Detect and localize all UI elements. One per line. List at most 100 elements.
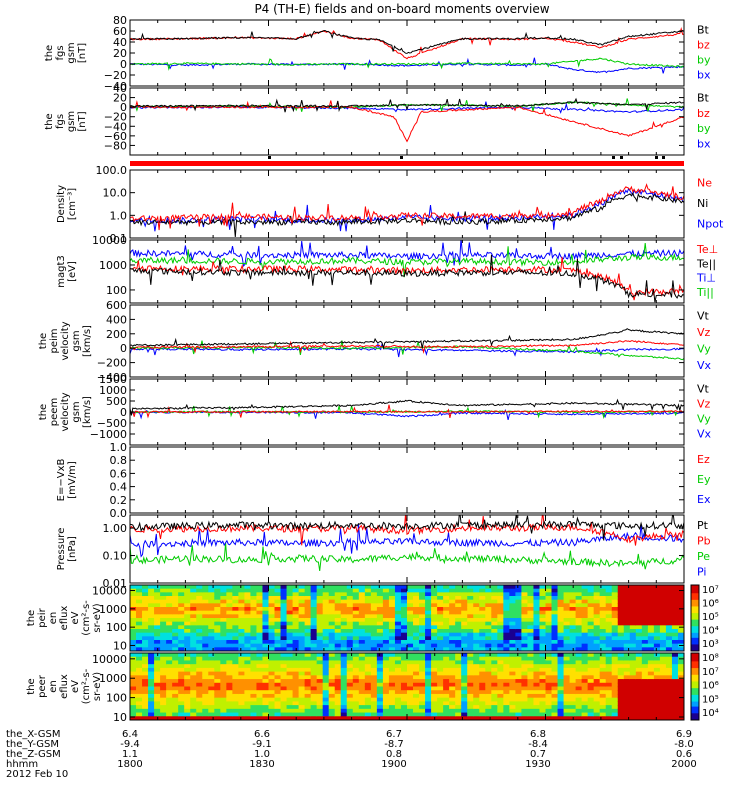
spectrogram-cell [322, 636, 330, 641]
spectrogram-cell [479, 585, 486, 590]
spectrogram-cell [611, 693, 619, 699]
spectrogram-cell [184, 667, 191, 673]
spectrogram-cell [461, 585, 468, 590]
spectrogram-cell [617, 693, 625, 699]
spectrogram-cell [376, 647, 384, 651]
spectrogram-cell [208, 592, 215, 597]
spectrogram-cell [352, 697, 360, 702]
spectrogram-cell [629, 585, 637, 590]
series-line-Vt [130, 328, 684, 350]
spectrogram-cell [617, 697, 625, 702]
spectrogram-cell [226, 585, 233, 590]
spectrogram-cell [665, 614, 673, 619]
spectrogram-cell [587, 690, 595, 695]
spectrogram-cell [563, 675, 571, 680]
spectrogram-cell [232, 701, 239, 706]
x-axis-tick-label: 6.6 [254, 729, 270, 740]
spectrogram-cell [154, 614, 161, 619]
spectrogram-cell [340, 693, 348, 699]
spectrogram-cell [527, 712, 535, 717]
series-group [130, 398, 684, 421]
spectrogram-cell [352, 625, 360, 630]
spectrogram-cell [208, 636, 215, 641]
spectrogram-cell [593, 596, 601, 601]
spectrogram-cell [449, 607, 456, 612]
spectrogram-cell [569, 588, 577, 593]
spectrogram-cell [671, 599, 679, 604]
y-tick-label: 100 [106, 284, 127, 297]
spectrogram-cell [539, 671, 547, 676]
spectrogram-cell [527, 705, 535, 710]
spectrogram-cell [449, 656, 456, 662]
colorbar-band [691, 659, 699, 662]
spectrogram-cell [491, 705, 498, 710]
spectrogram-cell [346, 625, 354, 630]
spectrogram-cell [400, 596, 408, 601]
spectrogram-cell [322, 686, 330, 691]
colorbar-band [691, 588, 699, 591]
spectrogram-cell [304, 592, 312, 597]
spectrogram-cell [599, 596, 607, 601]
spectrogram-cell [581, 712, 589, 717]
spectrogram-cell [605, 693, 613, 699]
spectrogram-cell [593, 625, 601, 630]
spectrogram-cell [268, 660, 276, 665]
spectrogram-cell [431, 667, 438, 673]
spectrogram-cell [509, 625, 516, 630]
colorbar-band [691, 703, 699, 706]
spectrogram-cell [635, 588, 643, 593]
spectrogram-cell [238, 664, 246, 669]
spectrogram-cell [250, 643, 258, 648]
spectrogram-cell [467, 643, 474, 648]
spectrogram-cell [557, 679, 565, 684]
spectrogram-cell [407, 690, 414, 695]
spectrogram-cell [166, 653, 173, 658]
spectrogram-cell [298, 660, 306, 665]
spectrogram-cell [635, 610, 643, 615]
spectrogram-cell [479, 647, 486, 651]
spectrogram-cell [593, 585, 601, 590]
spectrogram-cell [340, 708, 348, 714]
spectrogram-cell [653, 643, 661, 648]
spectrogram-cell [677, 667, 684, 673]
spectrogram-cell [545, 667, 553, 673]
series-group [130, 183, 684, 238]
spectrogram-cell [286, 690, 294, 695]
spectrogram-cell [142, 705, 149, 710]
spectrogram-cell [437, 643, 444, 648]
spectrogram-cell [352, 679, 360, 684]
spectrogram-cell [226, 610, 233, 615]
spectrogram-cell [599, 607, 607, 612]
spectrogram-cell [449, 712, 456, 717]
spectrogram-cell [256, 588, 264, 593]
spectrogram-cell [491, 592, 498, 597]
legend-entry: Pt [697, 519, 709, 532]
colorbar-band [691, 708, 699, 711]
colorbar-tick-label: 10⁸ [702, 653, 719, 664]
spectrogram-cell [641, 599, 649, 604]
y-tick-label: 1000 [99, 384, 127, 397]
spectrogram-cell [653, 640, 661, 645]
spectrogram-cell [268, 701, 276, 706]
spectrogram-cell [593, 679, 601, 684]
y-tick-label: 10 [113, 640, 127, 653]
spectrogram-cell [166, 640, 173, 645]
spectrogram-cell [352, 667, 360, 673]
spectrogram-cell [220, 614, 227, 619]
spectrogram-cell [563, 656, 571, 662]
spectrogram-cell [593, 614, 601, 619]
spectrogram-cell [322, 614, 330, 619]
spectrogram-cell [671, 716, 679, 720]
spectrogram-cell [647, 607, 655, 612]
spectrogram-cell [623, 686, 631, 691]
spectrogram-cell [262, 610, 270, 615]
spectrogram-cell [491, 618, 498, 623]
spectrogram-cell [605, 618, 613, 623]
spectrogram-cell [461, 656, 468, 662]
spectrogram-cell [400, 682, 408, 688]
spectrogram-cell [527, 629, 535, 634]
spectrogram-cell [208, 705, 215, 710]
spectrogram-cell [382, 697, 390, 702]
spectrogram-cell [671, 647, 679, 651]
spectrogram-cell [587, 607, 595, 612]
